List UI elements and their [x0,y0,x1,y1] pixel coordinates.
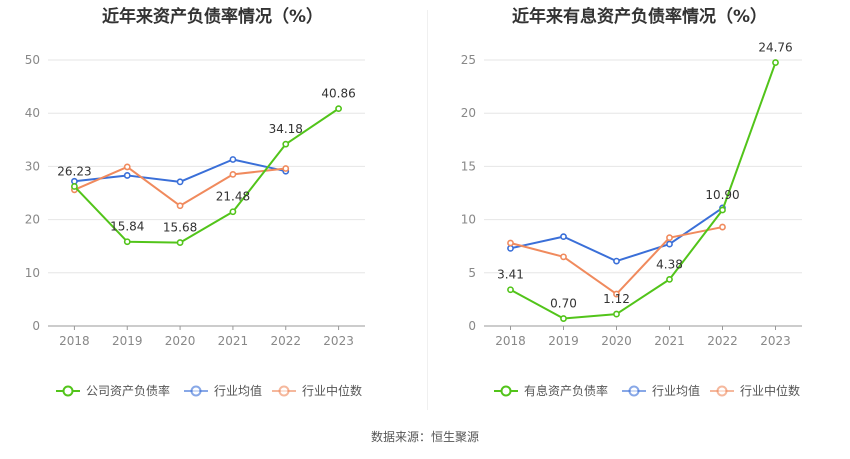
data-point [613,310,620,318]
chart-2-title: 近年来有息资产负债率情况（%） [511,7,768,27]
data-point [123,238,131,246]
data-point [719,223,726,231]
data-point [613,257,620,265]
data-point [176,239,184,246]
data-point [176,202,184,210]
data-point [71,183,78,190]
data-label: 0.70 [550,297,577,311]
y-tick-label: 0 [32,319,40,333]
data-point [560,315,567,322]
x-tick-label: 2018 [59,334,90,348]
legend-item: 行业中位数 [710,383,800,398]
data-point [560,233,567,241]
legend-item: 行业均值 [184,383,262,398]
x-tick-label: 2022 [707,334,738,348]
x-tick-label: 2019 [548,334,579,348]
y-tick-label: 30 [25,159,40,173]
data-point [123,172,131,179]
legend-marker [62,385,74,397]
data-point [282,140,290,148]
y-tick-label: 50 [25,53,40,67]
legend-marker [628,385,640,397]
legend-marker [190,385,202,397]
data-point [666,234,673,242]
legend-label: 公司资产负债率 [86,383,170,398]
x-tick-label: 2019 [112,334,143,348]
legend-item: 有息资产负债率 [494,383,608,398]
y-tick-label: 10 [25,266,40,280]
data-source: 数据来源：恒生聚源 [0,428,850,445]
data-point [335,105,342,113]
data-point [666,275,673,283]
data-label: 10.90 [705,188,739,202]
data-point [176,178,184,186]
legend-label: 行业中位数 [302,383,362,398]
data-point [613,290,620,298]
legend-label: 行业均值 [652,383,700,398]
legend-item: 公司资产负债率 [56,383,170,398]
data-label: 1.12 [603,292,630,306]
y-tick-label: 10 [461,213,476,227]
chart-1-title: 近年来资产负债率情况（%） [101,7,324,27]
data-point [507,244,514,252]
legend-label: 行业中位数 [740,383,800,398]
y-tick-label: 20 [461,106,476,120]
x-tick-label: 2023 [760,334,791,348]
data-point [560,253,567,261]
data-label: 15.84 [110,220,144,234]
data-point [282,165,290,172]
x-tick-label: 2021 [654,334,685,348]
data-source-label: 数据来源： [370,430,431,444]
y-tick-label: 0 [468,319,476,333]
x-tick-label: 2023 [323,334,354,348]
series-line-industry-median [74,165,286,207]
legend-label: 行业均值 [214,383,262,398]
data-label: 3.41 [497,268,524,282]
data-label: 40.86 [321,87,355,101]
data-point [229,170,237,178]
data-label: 34.18 [269,122,303,136]
data-label: 4.38 [656,257,683,271]
y-tick-label: 25 [461,53,476,67]
data-point [719,206,726,214]
data-label: 21.48 [216,190,250,204]
y-tick-label: 20 [25,213,40,227]
legend-marker [716,385,728,397]
chart-divider [427,10,428,410]
y-tick-label: 40 [25,106,40,120]
data-point [123,163,131,171]
data-point [666,240,673,248]
data-point [229,156,237,163]
x-tick-label: 2018 [495,334,526,348]
x-tick-label: 2020 [601,334,632,348]
x-tick-label: 2021 [218,334,249,348]
data-label: 15.68 [163,221,197,235]
data-point [507,286,514,294]
legend-item: 行业中位数 [272,383,362,398]
data-point [229,208,237,216]
data-source-name: 恒生聚源 [431,430,480,444]
y-tick-label: 5 [468,266,476,280]
data-label: 26.23 [57,164,91,178]
chart-1: 0 10 20 30 40 50 2018 2019 2020 2021 2022 2023 26.23… [25,53,365,398]
series-line-company [510,62,777,320]
legend-marker [278,385,290,397]
chart-2: 0 5 10 15 20 25 2018 2019 2020 2021 2022 2023 3.41 0.… [461,41,802,398]
x-tick-label: 2022 [270,334,301,348]
x-tick-label: 2020 [165,334,196,348]
legend-label: 有息资产负债率 [524,383,608,398]
data-point [772,59,779,66]
legend-marker [500,385,512,397]
data-point [507,239,514,247]
legend-item: 行业均值 [622,383,700,398]
data-label: 24.76 [758,41,792,55]
y-tick-label: 15 [461,159,476,173]
series-line-company [73,107,340,244]
